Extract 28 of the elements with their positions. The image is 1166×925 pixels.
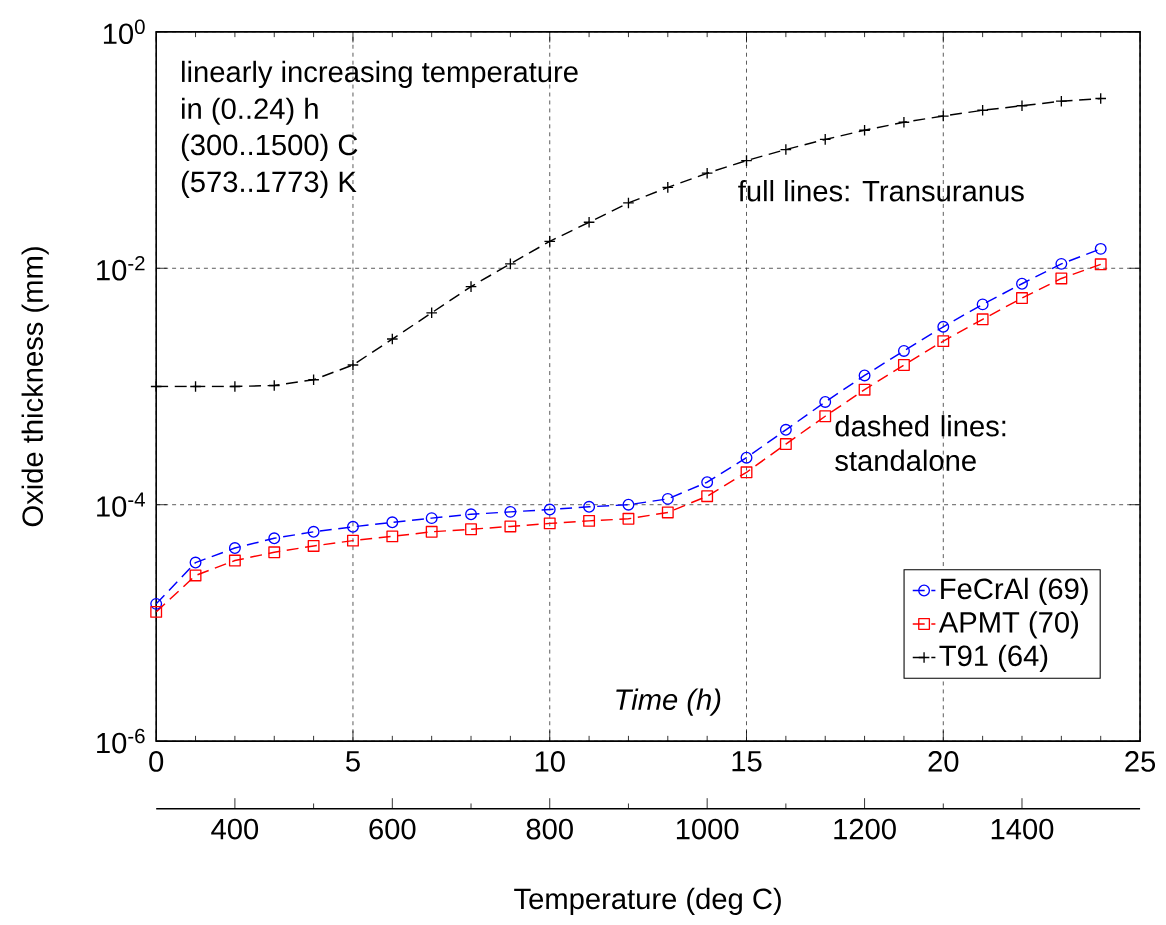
annotation: (300..1500) C bbox=[181, 134, 358, 162]
legend-label: FeCrAl (69) bbox=[941, 577, 1088, 606]
x2-tick-label: 800 bbox=[526, 818, 573, 840]
x-tick-label: 0 bbox=[149, 751, 164, 772]
y-tick-label: 10$^{0}$ bbox=[103, 19, 145, 45]
annotation: in (0..24) h bbox=[182, 97, 318, 126]
y-tick-label: 10$^{-6}$ bbox=[97, 729, 145, 754]
annotation: full lines: Transuranus bbox=[738, 180, 1024, 202]
x2-tick-label: 600 bbox=[369, 818, 416, 840]
x-tick-label: 15 bbox=[732, 751, 762, 772]
legend-label: APMT (70) bbox=[938, 611, 1078, 639]
x-axis-title: Time (h) bbox=[616, 688, 721, 716]
x2-tick-label: 1200 bbox=[834, 818, 896, 840]
x2-tick-label: 1000 bbox=[676, 818, 739, 840]
x-tick-label: 10 bbox=[535, 751, 565, 772]
annotation: linearly increasing temperature bbox=[182, 60, 578, 89]
legend-label: T91 (64) bbox=[939, 644, 1048, 673]
x2-tick-label: 1400 bbox=[991, 818, 1054, 840]
y-tick-label: 10$^{-2}$ bbox=[97, 256, 145, 281]
x-tick-label: 20 bbox=[928, 751, 959, 772]
x-tick-label: 25 bbox=[1125, 751, 1156, 772]
x-tick-label: 5 bbox=[346, 751, 360, 772]
y-axis-title: Oxide thickness (mm) bbox=[21, 247, 49, 527]
annotation: dashed lines: standalone bbox=[835, 415, 1006, 472]
annotation: (573..1773) K bbox=[181, 170, 357, 199]
x2-axis-title: Temperature (deg C) bbox=[514, 887, 781, 916]
y-tick-label: 10$^{-4}$ bbox=[97, 492, 145, 518]
x2-tick-label: 400 bbox=[211, 818, 259, 840]
